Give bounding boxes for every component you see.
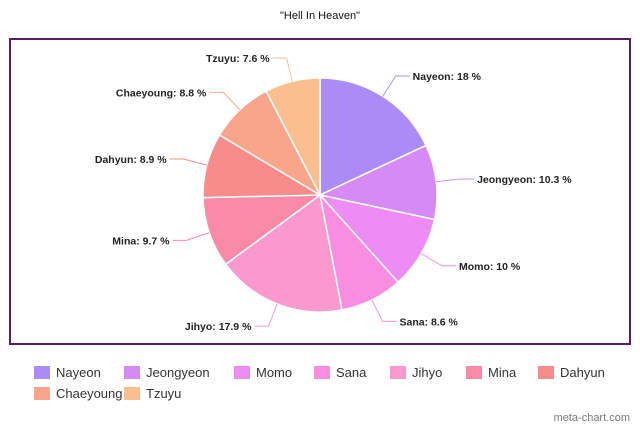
legend-swatch-sana [314,366,330,379]
legend-item-tzuyu[interactable]: Tzuyu [124,386,181,401]
legend-item-jeongyeon[interactable]: Jeongyeon [124,365,210,380]
legend-label-tzuyu: Tzuyu [146,386,181,401]
leader-line-nayeon [382,75,410,97]
slice-label-tzuyu: Tzuyu: 7.6 % [206,53,270,65]
legend-label-mina: Mina [488,365,517,380]
leader-line-chaeyoung [209,91,241,111]
legend-label-chaeyoung: Chaeyoung [56,386,123,401]
legend-item-nayeon[interactable]: Nayeon [34,365,101,380]
legend-swatch-mina [466,366,482,379]
leader-line-sana [371,299,397,322]
legend-item-dahyun[interactable]: Dahyun [538,365,605,380]
legend-label-dahyun: Dahyun [560,365,605,380]
leader-lines [169,57,475,327]
legend-item-momo[interactable]: Momo [234,365,292,380]
legend-item-mina[interactable]: Mina [466,365,517,380]
legend-swatch-nayeon [34,366,50,379]
legend-label-sana: Sana [336,365,367,380]
legend-label-nayeon: Nayeon [56,365,101,380]
legend: Nayeon Jeongyeon Momo Sana Jihyo Mina Dahyun Ch… [34,365,605,401]
slice-label-jeongyeon: Jeongyeon: 10.3 % [477,174,572,186]
leader-line-jeongyeon [436,178,475,183]
legend-label-momo: Momo [256,365,292,380]
slice-label-mina: Mina: 9.7 % [112,235,170,247]
slice-label-nayeon: Nayeon: 18 % [413,71,482,83]
leader-line-jihyo [254,303,278,327]
legend-swatch-momo [234,366,250,379]
legend-item-chaeyoung[interactable]: Chaeyoung [34,386,123,401]
watermark: meta-chart.com [554,412,630,424]
leader-line-momo [420,253,456,267]
slice-jihyo[interactable] [224,193,343,313]
slice-label-dahyun: Dahyun: 8.9 % [95,154,167,166]
legend-label-jeongyeon: Jeongyeon [146,365,210,380]
slice-tzuyu[interactable] [265,77,321,196]
legend-swatch-chaeyoung [34,387,50,400]
leader-line-tzuyu [272,57,293,82]
legend-swatch-jihyo [390,366,406,379]
slice-momo[interactable] [317,193,436,284]
slice-labels: Nayeon: 18 % Jeongyeon: 10.3 % Momo: 10 % S… [95,53,572,333]
slice-label-sana: Sana: 8.6 % [400,316,459,328]
slice-nayeon[interactable] [319,77,427,197]
legend-item-jihyo[interactable]: Jihyo [390,365,442,380]
legend-swatch-tzuyu [124,387,140,400]
slice-label-chaeyoung: Chaeyoung: 8.8 % [116,87,207,99]
leader-line-dahyun [169,158,208,166]
legend-item-sana[interactable]: Sana [314,365,367,380]
slice-label-momo: Momo: 10 % [459,261,521,273]
legend-label-jihyo: Jihyo [412,365,442,380]
legend-swatch-jeongyeon [124,366,140,379]
chart-title: "Hell In Heaven" [280,10,360,22]
pie-slices [202,77,438,313]
leader-line-mina [172,232,210,241]
slice-label-jihyo: Jihyo: 17.9 % [185,321,252,333]
legend-swatch-dahyun [538,366,554,379]
